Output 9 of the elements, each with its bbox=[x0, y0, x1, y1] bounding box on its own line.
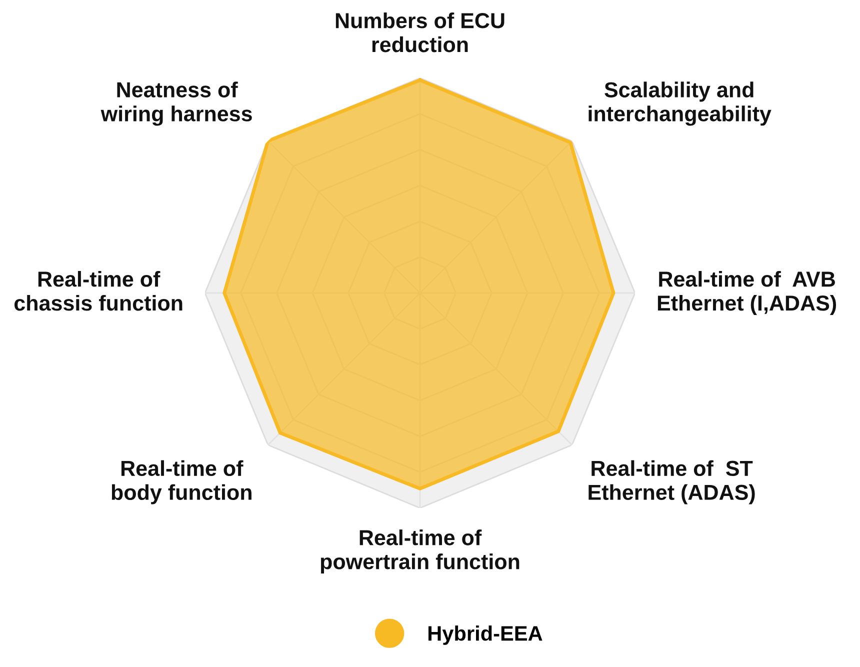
spoke-label: Real-time of chassis function bbox=[14, 270, 182, 311]
spoke-label: Scalability and interchangeability bbox=[588, 82, 772, 126]
spoke-label: Real-time of powertrain function bbox=[320, 530, 520, 574]
spoke-label: Real-time of AVB Ethernet (I,ADAS) bbox=[658, 270, 836, 316]
spoke-label: Numbers of ECU reduction bbox=[336, 12, 504, 52]
spoke-label: Real-time of ST Ethernet (ADAS) bbox=[588, 460, 755, 504]
legend-label: Hybrid-EEA bbox=[428, 625, 542, 645]
spoke-label: Neatness of wiring harness bbox=[100, 82, 252, 126]
spoke-label: Real-time of body function bbox=[112, 460, 252, 504]
